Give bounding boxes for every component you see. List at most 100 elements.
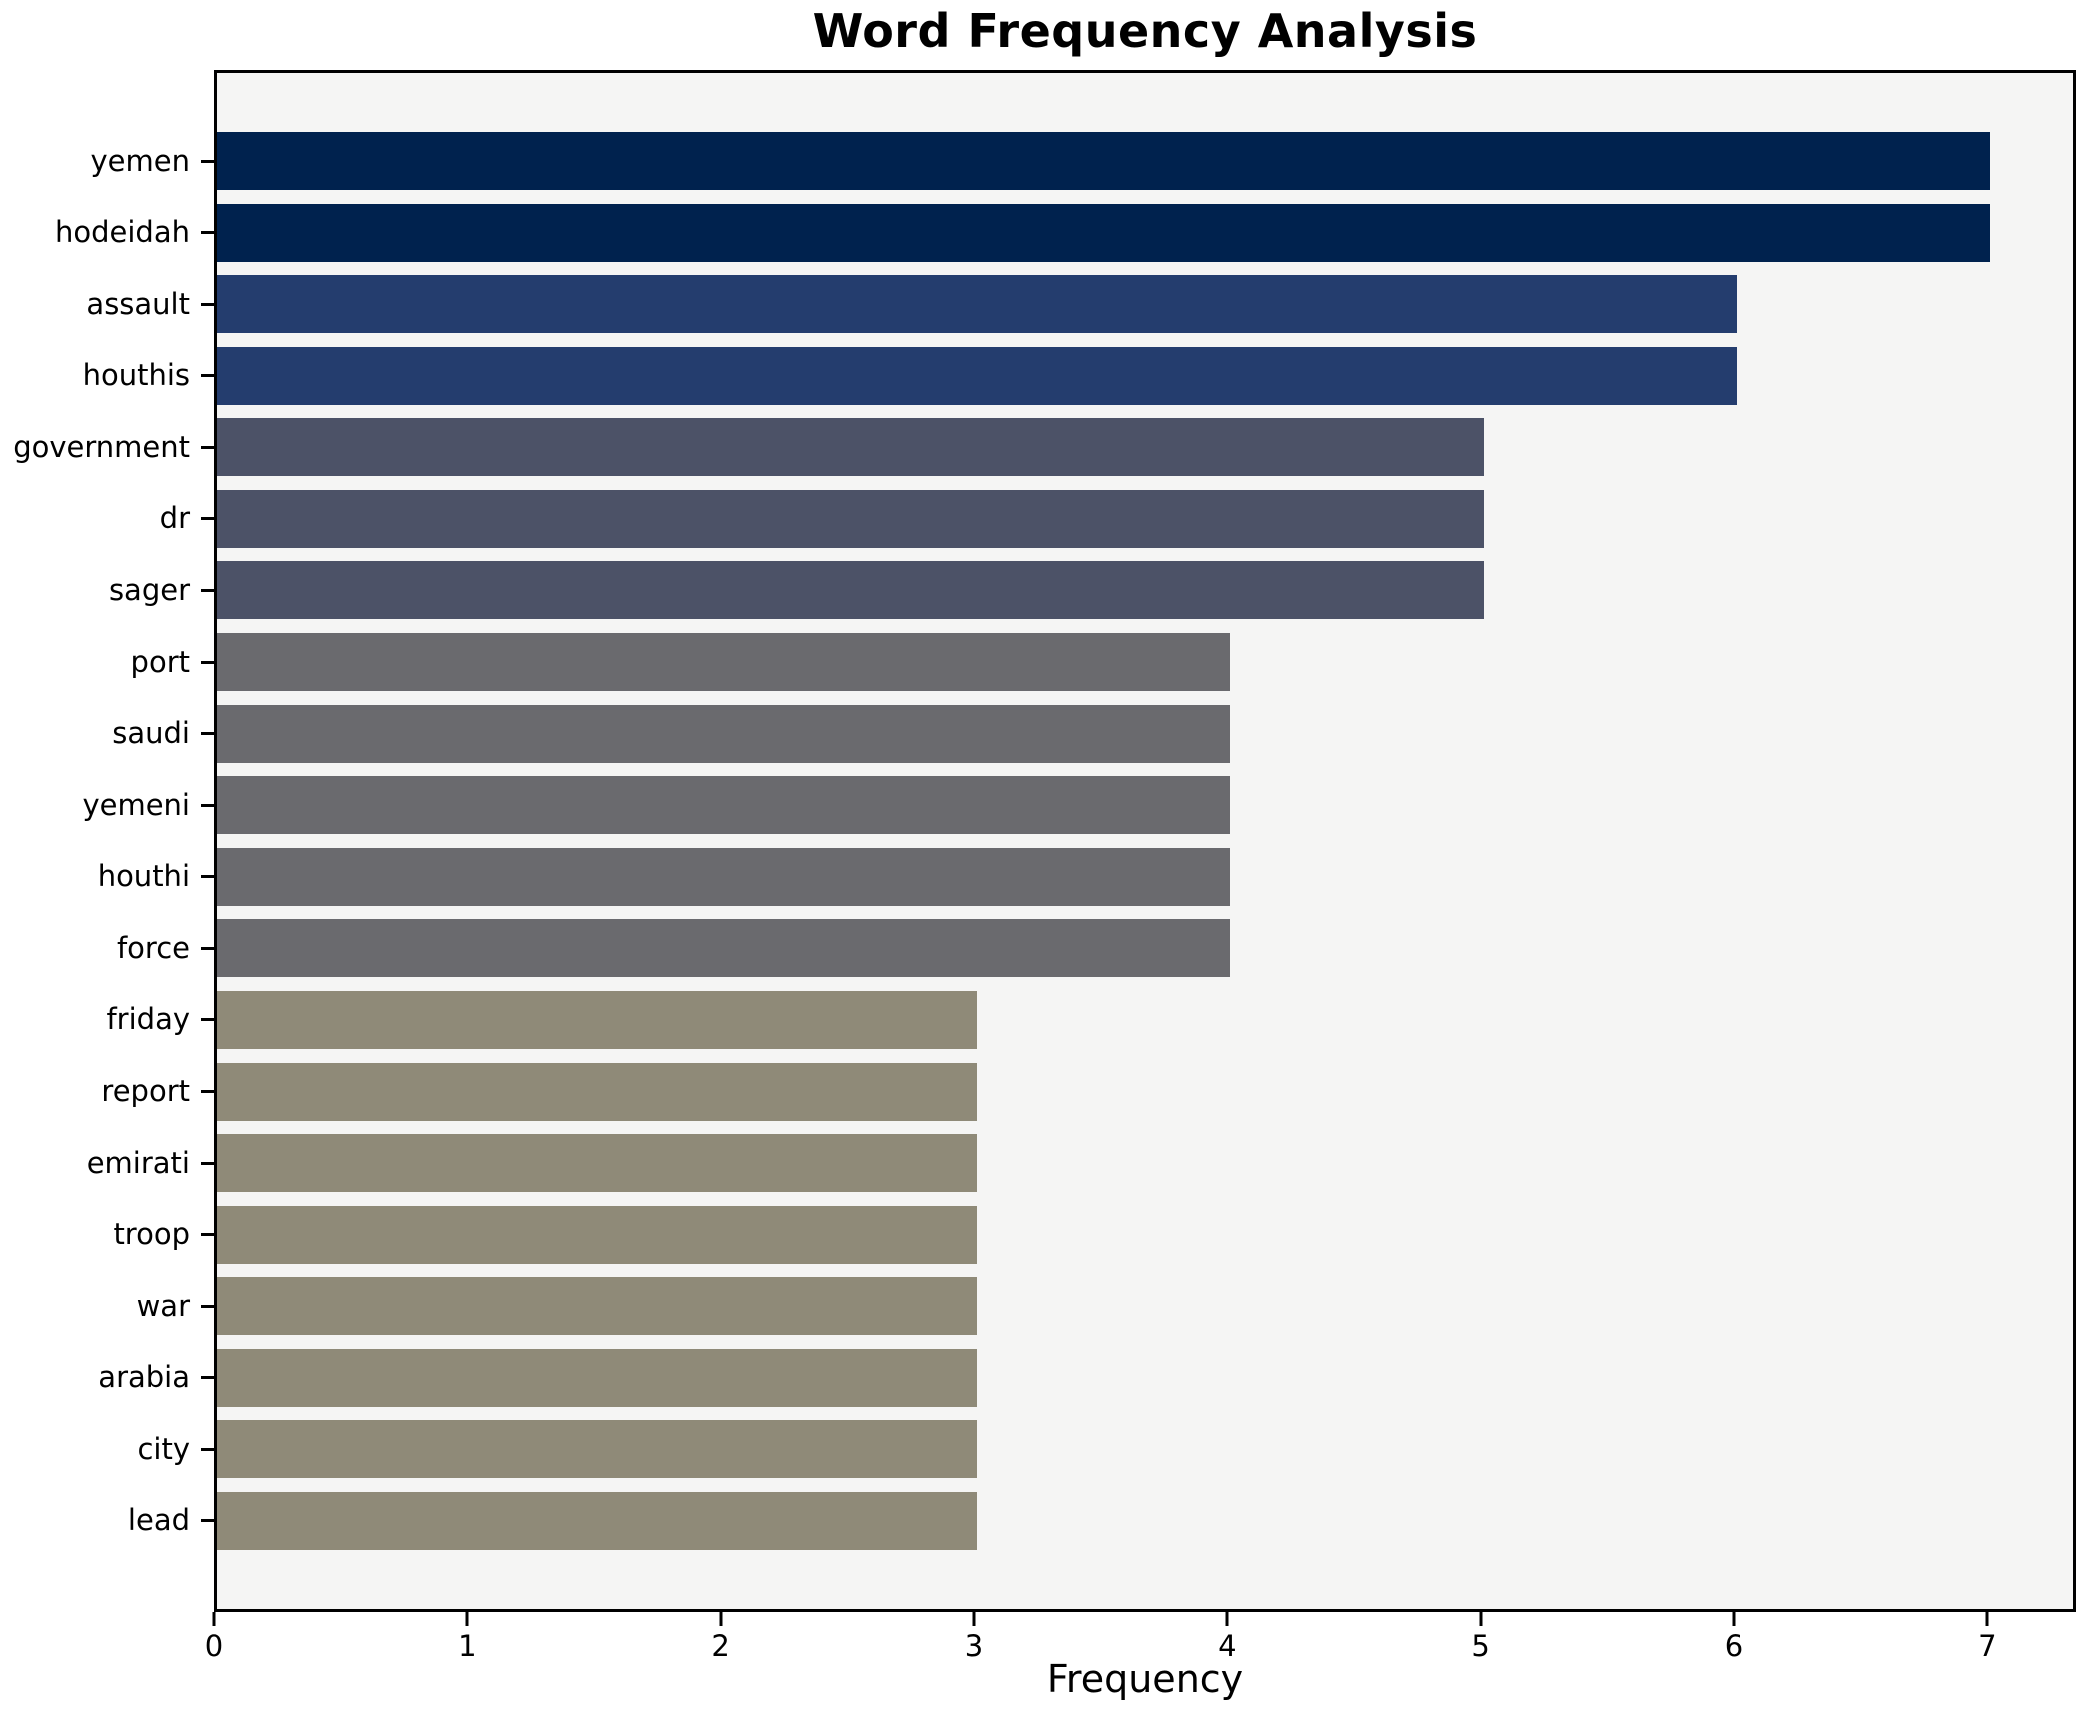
y-tick-label: lead (127, 1503, 190, 1538)
x-tick-label: 5 (1471, 1629, 1490, 1663)
bar-port (217, 633, 1231, 692)
bar-row-houthis: houthis (0, 346, 2076, 405)
x-tick-label: 3 (964, 1629, 984, 1663)
y-tick-mark (201, 231, 214, 235)
x-tick-mark (1732, 1612, 1736, 1626)
y-tick-mark (201, 1376, 214, 1380)
bar-row-report: report (0, 1062, 2076, 1121)
y-tick-mark (201, 660, 214, 664)
bar-track (214, 919, 2076, 978)
x-axis: 0 1 2 3 4 5 6 7 (205, 1612, 2076, 1722)
bar-row-friday: friday (0, 990, 2076, 1049)
bar-track (214, 1420, 2076, 1479)
x-tick-mark (972, 1612, 976, 1626)
bar-track (214, 704, 2076, 763)
bar-row-sager: sager (0, 561, 2076, 620)
bar-houthis (217, 346, 1737, 405)
bar-saudi (217, 704, 1231, 763)
y-gutter: hodeidah (0, 218, 214, 247)
bar-track (214, 1277, 2076, 1336)
bar-track (214, 776, 2076, 835)
y-tick-mark (201, 875, 214, 879)
x-axis-title: Frequency (1046, 1657, 1244, 1701)
bar-row-port: port (0, 633, 2076, 692)
y-tick-label: houthis (82, 358, 190, 393)
y-gutter: dr (0, 504, 214, 533)
bar-track (214, 633, 2076, 692)
y-tick-mark (201, 946, 214, 950)
bar-track (214, 1348, 2076, 1407)
bar-row-assault: assault (0, 275, 2076, 334)
bar-row-yemeni: yemeni (0, 776, 2076, 835)
bar-row-emirati: emirati (0, 1134, 2076, 1193)
bar-track (214, 489, 2076, 548)
y-tick-mark (201, 1233, 214, 1237)
bar-force (217, 919, 1231, 978)
bar-sager (217, 561, 1484, 620)
y-gutter: arabia (0, 1363, 214, 1392)
bar-hodeidah (217, 203, 1991, 262)
y-gutter: report (0, 1077, 214, 1106)
bar-troop (217, 1205, 977, 1264)
y-tick-mark (201, 1304, 214, 1308)
x-tick-mark (1225, 1612, 1229, 1626)
y-tick-label: government (13, 429, 190, 464)
y-tick-mark (201, 1090, 214, 1094)
x-tick-label: 1 (458, 1629, 477, 1663)
bar-track (214, 990, 2076, 1049)
bar-track (214, 1062, 2076, 1121)
y-gutter: war (0, 1288, 214, 1323)
y-tick-mark (201, 302, 214, 306)
bar-row-saudi: saudi (0, 704, 2076, 763)
y-tick-mark (201, 803, 214, 807)
y-gutter: troop (0, 1220, 214, 1249)
y-gutter: sager (0, 572, 214, 607)
x-tick-label: 7 (1978, 1629, 1997, 1663)
y-tick-label: city (137, 1431, 190, 1466)
y-tick-mark (201, 732, 214, 736)
y-gutter: houthi (0, 862, 214, 891)
y-gutter: saudi (0, 719, 214, 748)
y-tick-mark (201, 517, 214, 521)
bar-row-government: government (0, 418, 2076, 477)
bar-track (214, 561, 2076, 620)
x-tick-mark (212, 1612, 216, 1626)
y-tick-mark (201, 445, 214, 449)
bar-houthi (217, 847, 1231, 906)
y-tick-label: troop (113, 1217, 190, 1252)
y-tick-label: houthi (97, 859, 190, 894)
y-tick-label: sager (108, 572, 190, 607)
y-tick-label: assault (86, 286, 190, 321)
bar-track (214, 847, 2076, 906)
y-tick-label: dr (159, 501, 190, 536)
bar-row-troop: troop (0, 1205, 2076, 1264)
y-tick-label: port (130, 644, 190, 679)
bar-track (214, 1491, 2076, 1550)
y-tick-mark (201, 1018, 214, 1022)
y-tick-mark (201, 1447, 214, 1451)
bar-track (214, 1205, 2076, 1264)
y-tick-label: war (136, 1288, 190, 1323)
bar-row-yemen: yemen (0, 132, 2076, 190)
x-tick-mark (1479, 1612, 1483, 1626)
bar-track (214, 1134, 2076, 1193)
y-tick-label: arabia (98, 1360, 190, 1395)
x-tick-label: 6 (1724, 1629, 1744, 1663)
bar-government (217, 418, 1484, 477)
y-tick-label: force (116, 930, 190, 965)
x-tick-label: 4 (1218, 1629, 1237, 1663)
bar-war (217, 1277, 977, 1336)
y-tick-label: report (101, 1074, 190, 1109)
y-tick-label: saudi (112, 716, 190, 751)
y-gutter: assault (0, 286, 214, 321)
bar-row-city: city (0, 1420, 2076, 1479)
y-gutter: force (0, 930, 214, 965)
bar-track (214, 418, 2076, 477)
bar-lead (217, 1491, 977, 1550)
bar-row-hodeidah: hodeidah (0, 203, 2076, 262)
y-gutter: port (0, 644, 214, 679)
x-tick-mark (719, 1612, 723, 1626)
y-gutter: yemen (0, 146, 214, 176)
y-tick-mark (201, 159, 214, 163)
x-tick-label: 2 (711, 1629, 730, 1663)
